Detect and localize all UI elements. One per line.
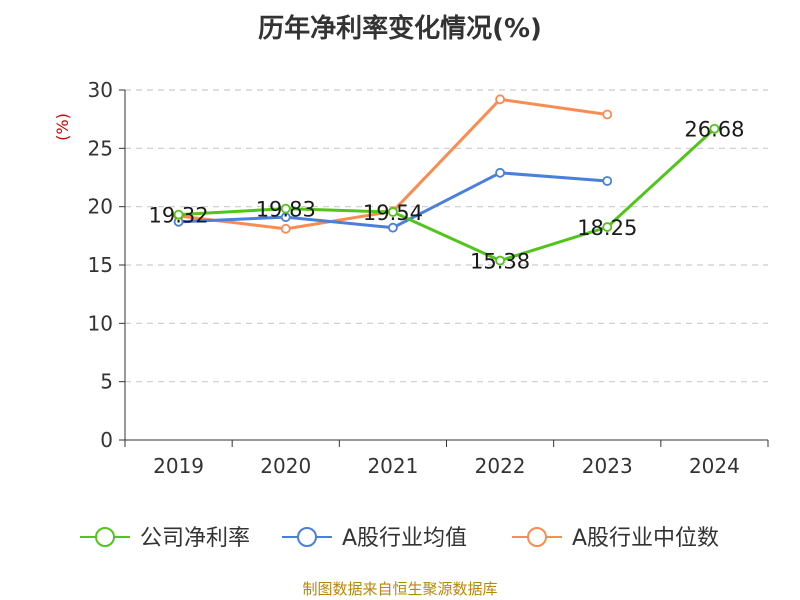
legend-marker xyxy=(297,527,317,547)
y-tick-label: 5 xyxy=(100,370,113,394)
data-label: 15.38 xyxy=(470,250,530,274)
data-label: 19.32 xyxy=(149,204,209,228)
y-tick-label: 25 xyxy=(88,136,113,160)
data-labels: 19.32 19.83 19.54 15.38 18.25 26.68 xyxy=(149,118,745,274)
series-point-0 xyxy=(173,209,184,220)
data-label: 26.68 xyxy=(684,118,744,142)
legend-label: 公司净利率 xyxy=(140,526,250,551)
series-point-1 xyxy=(388,222,398,233)
series-point-0 xyxy=(709,123,720,134)
x-tick-label: 2022 xyxy=(475,454,526,478)
source-footer: 制图数据来自恒生聚源数据库 xyxy=(302,580,498,598)
y-tick-label: 0 xyxy=(100,428,113,452)
y-tick-label: 15 xyxy=(88,253,113,277)
series-point-0 xyxy=(602,222,613,232)
series-point-2 xyxy=(602,109,613,120)
series-point-0 xyxy=(495,255,505,266)
y-tick-label: 20 xyxy=(88,195,113,219)
series-point-1 xyxy=(495,167,505,178)
x-tick-label: 2019 xyxy=(153,454,204,478)
x-tick-label: 2021 xyxy=(367,454,418,478)
axes: 0 5 10 15 20 25 30 2019 2020 2021 2022 2023 2024 (%) xyxy=(53,78,769,478)
y-tick-label: 10 xyxy=(88,311,113,335)
series-point-0 xyxy=(280,203,291,214)
legend-marker xyxy=(95,527,115,547)
series-point-2 xyxy=(280,223,291,234)
data-label: 18.25 xyxy=(577,216,637,240)
grid-lines xyxy=(125,89,768,383)
x-tick-label: 2023 xyxy=(582,454,633,478)
data-label: 19.83 xyxy=(256,198,316,222)
x-tick-label: 2020 xyxy=(260,454,311,478)
series-point-1 xyxy=(602,176,613,186)
y-axis-label: (%) xyxy=(53,113,72,141)
series-line-0 xyxy=(178,127,716,263)
series-layer xyxy=(173,94,720,266)
series-point-2 xyxy=(495,94,505,105)
y-tick-label: 30 xyxy=(88,78,113,102)
data-label: 19.54 xyxy=(363,201,423,225)
series-point-0 xyxy=(388,207,398,217)
legend-label: A股行业均值 xyxy=(342,526,467,551)
legend: 公司净利率 A股行业均值 A股行业中位数 xyxy=(80,526,719,551)
x-tick-label: 2024 xyxy=(689,454,740,478)
legend-label: A股行业中位数 xyxy=(572,526,719,551)
legend-marker xyxy=(527,527,547,547)
chart-title: 历年净利率变化情况(%) xyxy=(258,14,542,44)
